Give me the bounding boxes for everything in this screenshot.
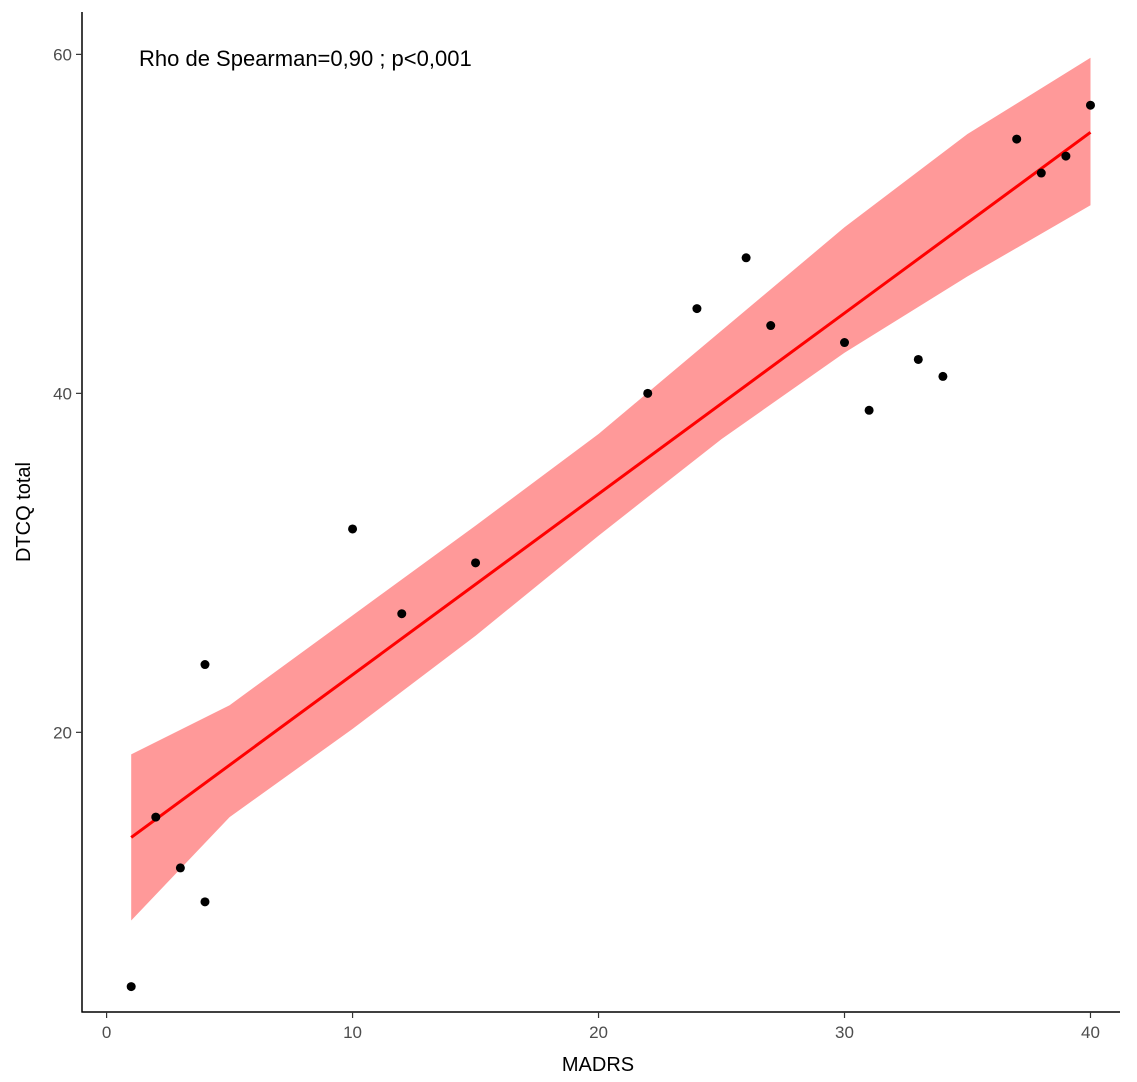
data-point <box>471 558 481 568</box>
data-point <box>175 863 185 873</box>
data-point <box>1012 134 1022 144</box>
y-tick-label: 60 <box>53 45 72 64</box>
data-point <box>397 609 407 619</box>
y-tick-label: 20 <box>53 723 72 742</box>
x-tick-label: 0 <box>102 1023 111 1042</box>
x-tick-label: 30 <box>835 1023 854 1042</box>
x-tick-label: 40 <box>1081 1023 1100 1042</box>
y-tick-label: 40 <box>53 384 72 403</box>
axes-layer: 0 10 20 30 40 20 40 60 <box>53 12 1120 1042</box>
fit-line-layer <box>130 131 1092 839</box>
data-point <box>643 388 653 398</box>
data-point <box>200 660 210 670</box>
data-point <box>741 253 751 263</box>
x-tick-label: 20 <box>589 1023 608 1042</box>
x-tick-label: 10 <box>343 1023 362 1042</box>
data-point <box>348 524 358 534</box>
data-point <box>200 897 210 907</box>
data-point <box>1036 168 1046 178</box>
data-point <box>1061 151 1071 161</box>
correlation-annotation: Rho de Spearman=0,90 ; p<0,001 <box>139 46 472 71</box>
confidence-band-layer <box>131 57 1091 921</box>
data-point <box>864 405 874 415</box>
data-point <box>151 812 161 822</box>
y-axis-title: DTCQ total <box>13 462 35 562</box>
data-point <box>913 354 923 364</box>
data-point <box>1085 100 1095 110</box>
data-point <box>692 304 702 314</box>
regression-line <box>130 131 1092 839</box>
data-point <box>766 321 776 331</box>
data-point <box>126 982 136 992</box>
confidence-band <box>131 57 1091 921</box>
data-point <box>938 371 948 381</box>
data-points-layer <box>126 100 1095 992</box>
data-point <box>840 338 850 348</box>
x-axis-title: MADRS <box>562 1054 634 1076</box>
